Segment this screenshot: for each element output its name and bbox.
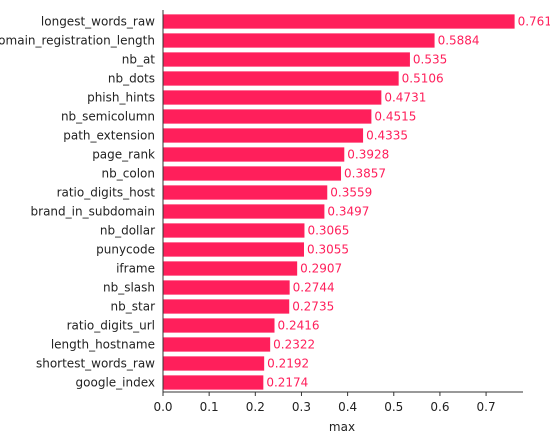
bar-nb_dollar: [163, 223, 305, 238]
value-label-nb_colon: 0.3857: [344, 167, 386, 181]
value-label-nb_dollar: 0.3065: [307, 224, 349, 238]
category-label-google_index: google_index: [76, 376, 155, 390]
x-tick-label: 0.5: [384, 400, 403, 414]
value-label-ratio_digits_host: 0.3559: [330, 186, 372, 200]
bar-nb_slash: [163, 280, 290, 295]
bar-nb_star: [163, 299, 290, 314]
category-label-punycode: punycode: [96, 243, 155, 257]
value-label-path_extension: 0.4335: [366, 129, 408, 143]
category-label-path_extension: path_extension: [63, 129, 155, 143]
category-label-nb_semicolumn: nb_semicolumn: [61, 110, 155, 124]
category-label-shortest_words_raw: shortest_words_raw: [36, 357, 155, 371]
category-label-nb_dots: nb_dots: [108, 72, 155, 86]
bar-longest_words_raw: [163, 14, 515, 29]
value-label-ratio_digits_url: 0.2416: [278, 319, 320, 333]
bar-nb_at: [163, 52, 410, 67]
value-label-brand_in_subdomain: 0.3497: [327, 205, 369, 219]
category-label-nb_star: nb_star: [111, 300, 156, 314]
category-label-longest_words_raw: longest_words_raw: [41, 15, 155, 29]
category-label-nb_at: nb_at: [122, 53, 156, 67]
x-tick-label: 0.0: [153, 400, 172, 414]
category-label-page_rank: page_rank: [92, 148, 155, 162]
value-label-google_index: 0.2174: [266, 376, 308, 390]
category-label-ratio_digits_url: ratio_digits_url: [67, 319, 155, 333]
value-label-nb_semicolumn: 0.4515: [374, 110, 416, 124]
bar-phish_hints: [163, 90, 382, 105]
bar-punycode: [163, 242, 304, 257]
bar-brand_in_subdomain: [163, 204, 325, 219]
value-label-punycode: 0.3055: [307, 243, 349, 257]
value-label-nb_at: 0.535: [413, 53, 447, 67]
x-tick-label: 0.4: [338, 400, 357, 414]
value-label-shortest_words_raw: 0.2192: [267, 357, 309, 371]
bars-layer: [163, 14, 515, 390]
bar-page_rank: [163, 147, 345, 162]
bar-ratio_digits_host: [163, 185, 328, 200]
axes-layer: [162, 10, 523, 396]
category-label-phish_hints: phish_hints: [87, 91, 155, 105]
category-label-ratio_digits_host: ratio_digits_host: [57, 186, 156, 200]
bar-path_extension: [163, 128, 364, 143]
x-tick-label: 0.3: [292, 400, 311, 414]
x-tick-label: 0.6: [430, 400, 449, 414]
bar-domain_registration_length: [163, 33, 435, 48]
category-label-nb_slash: nb_slash: [103, 281, 155, 295]
bar-ratio_digits_url: [163, 318, 275, 333]
value-label-phish_hints: 0.4731: [384, 91, 426, 105]
category-label-iframe: iframe: [116, 262, 155, 276]
bar-shortest_words_raw: [163, 356, 265, 371]
x-tick-label: 0.7: [477, 400, 496, 414]
value-label-nb_dots: 0.5106: [402, 72, 444, 86]
value-label-nb_slash: 0.2744: [293, 281, 335, 295]
value-label-page_rank: 0.3928: [347, 148, 389, 162]
bar-nb_colon: [163, 166, 342, 181]
category-label-domain_registration_length: domain_registration_length: [0, 34, 155, 48]
x-tick-label: 0.2: [246, 400, 265, 414]
value-label-nb_star: 0.2735: [292, 300, 334, 314]
category-label-nb_dollar: nb_dollar: [100, 224, 155, 238]
labels-layer: longest_words_raw 0.7618 domain_registrati…: [0, 15, 550, 415]
bar-google_index: [163, 375, 264, 390]
category-label-brand_in_subdomain: brand_in_subdomain: [31, 205, 155, 219]
bar-iframe: [163, 261, 298, 276]
value-label-length_hostname: 0.2322: [273, 338, 315, 352]
bar-nb_semicolumn: [163, 109, 372, 124]
value-label-iframe: 0.2907: [300, 262, 342, 276]
value-label-domain_registration_length: 0.5884: [438, 34, 480, 48]
x-axis-title: max: [329, 420, 355, 434]
category-label-nb_colon: nb_colon: [102, 167, 155, 181]
category-label-length_hostname: length_hostname: [51, 338, 155, 352]
value-label-longest_words_raw: 0.7618: [518, 15, 550, 29]
x-tick-label: 0.1: [200, 400, 219, 414]
bar-nb_dots: [163, 71, 399, 86]
bar-length_hostname: [163, 337, 271, 352]
